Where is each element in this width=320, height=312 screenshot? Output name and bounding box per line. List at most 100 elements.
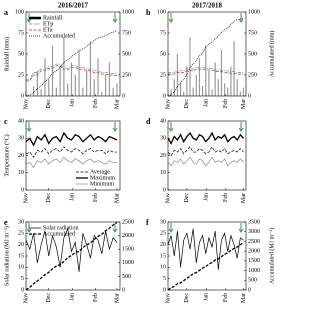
bar	[173, 79, 175, 96]
y-tick-label: 0	[163, 187, 166, 193]
x-tick-label: Nov	[23, 193, 29, 203]
y2-tick-label: 750	[248, 30, 257, 36]
panel-label: e	[4, 218, 8, 227]
x-tick-label: Jan	[70, 99, 76, 107]
series-line	[167, 131, 244, 145]
arrow	[112, 13, 118, 23]
y-tick-label: 50	[160, 51, 166, 57]
bar	[224, 83, 226, 96]
bar	[112, 87, 114, 96]
arrow	[238, 122, 244, 132]
y-tick-label: 0	[163, 93, 166, 99]
arrow	[168, 122, 174, 132]
y-tick-label: 10	[18, 265, 24, 271]
y-axis-label: Rainfall (mm)	[3, 37, 10, 71]
panel-label: f	[146, 218, 149, 227]
y2-tick-label: 250	[122, 72, 131, 78]
x-tick-label: Nov	[165, 293, 171, 303]
y2-tick-label: 500	[122, 51, 131, 57]
plot-frame	[25, 221, 121, 291]
legend-label: Rainfall	[43, 14, 63, 21]
y2-tick-label: 1000	[122, 260, 134, 266]
y-tick-label: 20	[160, 153, 166, 159]
y-tick-label: 15	[18, 253, 24, 259]
y2-axis-label: Accumulated (MJ m⁻²)	[268, 228, 275, 284]
x-tick-label: Dec	[184, 293, 190, 303]
series-line	[167, 242, 244, 291]
y-tick-label: 40	[18, 118, 24, 124]
y-tick-label: 50	[18, 51, 24, 57]
y-tick-label: 5	[163, 276, 166, 282]
bar	[198, 58, 201, 96]
y2-tick-label: 0	[248, 93, 251, 99]
arrow	[26, 223, 32, 233]
legend-label: Accumulated	[43, 231, 75, 237]
bar	[205, 45, 207, 96]
panel-label: b	[146, 8, 151, 17]
y-tick-label: 30	[160, 136, 166, 142]
series-line	[25, 131, 118, 147]
x-tick-label: Mar	[114, 99, 120, 109]
bar	[86, 70, 88, 96]
y2-tick-label: 1500	[122, 247, 134, 253]
bar	[236, 79, 238, 96]
x-tick-label: Mar	[241, 99, 247, 109]
series-line	[167, 156, 244, 167]
bar	[230, 66, 232, 96]
x-tick-label: Nov	[23, 99, 29, 109]
arrow	[26, 122, 32, 132]
x-tick-label: Jan	[70, 193, 76, 201]
x-tick-label: Feb	[93, 293, 99, 302]
y2-tick-label: 500	[248, 51, 257, 57]
legend-label: Average	[90, 169, 110, 175]
legend-label: Maximum	[90, 175, 115, 181]
panel: 0 10 20 30 40 Nov Dec Jan Feb Mar c Temperature (°C…	[3, 117, 120, 204]
x-tick-label: Feb	[93, 193, 99, 202]
y-tick-label: 0	[21, 93, 24, 99]
y-tick-label: 40	[160, 118, 166, 124]
y-tick-label: 25	[18, 72, 24, 78]
bar	[217, 79, 219, 96]
y-axis-label: Solar radiation (MJ m⁻²)	[3, 226, 10, 286]
y2-tick-label: 3500	[248, 219, 260, 225]
series-line	[25, 156, 117, 169]
y2-tick-label: 2000	[122, 233, 134, 239]
x-tick-label: Jan	[204, 293, 210, 301]
x-tick-label: Mar	[241, 293, 247, 303]
series-line	[25, 146, 117, 158]
bar	[108, 62, 110, 96]
y2-tick-label: 2500	[122, 219, 134, 225]
bar	[67, 83, 69, 96]
x-tick-label: Nov	[165, 193, 171, 203]
y2-tick-label: 0	[122, 287, 125, 293]
panel-label: c	[4, 117, 8, 126]
y-tick-label: 30	[18, 219, 24, 225]
bar	[195, 75, 197, 96]
series-line	[26, 63, 118, 80]
bar	[189, 37, 191, 96]
arrow	[238, 13, 244, 23]
y-tick-label: 75	[160, 30, 166, 36]
panel: 0 5 10 15 20 25 30 0 500 1000 1500 2000 2500 Nov Dec Ja…	[3, 218, 134, 304]
plot-frame	[167, 221, 247, 291]
bar	[183, 91, 185, 96]
panel: 0 5 10 15 20 25 30 0 500 1000 1500 2000 2500 3000 3500…	[146, 218, 275, 304]
y2-tick-label: 0	[122, 93, 125, 99]
series-line	[167, 146, 244, 157]
bar	[78, 49, 80, 96]
y-tick-label: 5	[21, 276, 24, 282]
bar	[40, 89, 42, 96]
bar	[55, 87, 57, 96]
y2-tick-label: 1000	[248, 268, 260, 274]
x-tick-label: Mar	[114, 293, 120, 303]
panel: 0 10 20 30 40 Nov Dec Jan Feb Mar d	[146, 117, 247, 204]
series-line	[25, 30, 118, 97]
x-tick-label: Dec	[46, 193, 52, 203]
plot-frame	[167, 11, 247, 97]
x-tick-label: Nov	[165, 99, 171, 109]
y2-tick-label: 2500	[248, 239, 260, 245]
legend-label: Minimum	[90, 181, 114, 187]
y2-tick-label: 1000	[122, 9, 134, 15]
